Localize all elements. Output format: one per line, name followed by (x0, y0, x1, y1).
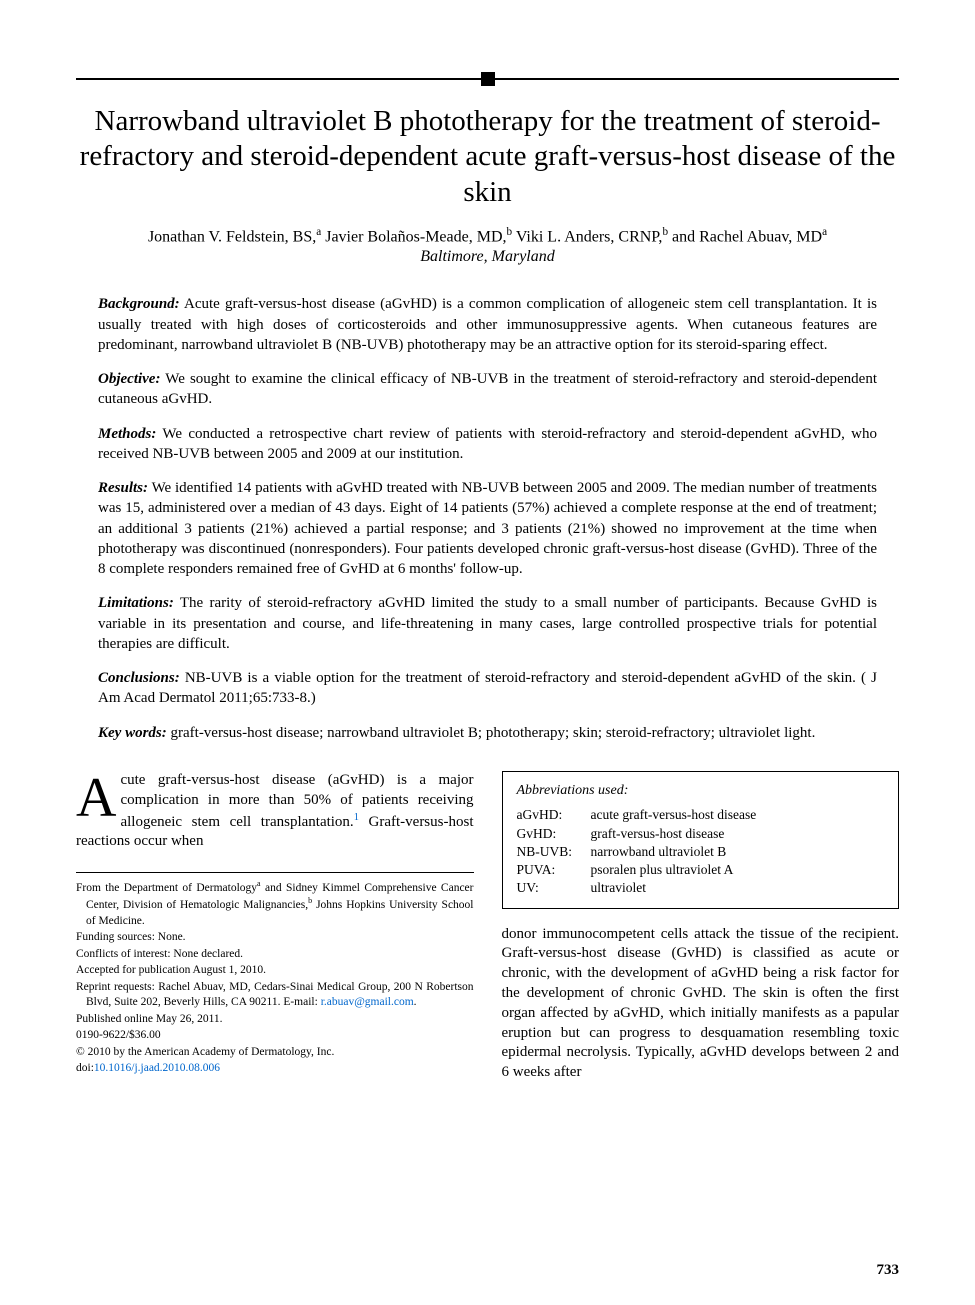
column-left: Acute graft-versus-host disease (aGvHD) … (76, 771, 474, 1083)
footnote-issn: 0190-9622/$36.00 (76, 1028, 474, 1044)
abstract-text: Acute graft-versus-host disease (aGvHD) … (98, 296, 877, 353)
abbreviation-row: aGvHD:acute graft-versus-host disease (517, 806, 885, 824)
article-title: Narrowband ultraviolet B phototherapy fo… (76, 104, 899, 210)
abbreviations-list: aGvHD:acute graft-versus-host diseaseGvH… (517, 806, 885, 897)
abstract-block: Background: Acute graft-versus-host dise… (98, 294, 877, 743)
body-columns: Acute graft-versus-host disease (aGvHD) … (76, 771, 899, 1083)
abstract-conclusions: Conclusions: NB-UVB is a viable option f… (98, 668, 877, 709)
abbreviation-value: acute graft-versus-host disease (591, 806, 885, 824)
abbreviation-key: aGvHD: (517, 806, 591, 824)
abbreviation-row: GvHD:graft-versus-host disease (517, 825, 885, 843)
footnote-coi: Conflicts of interest: None declared. (76, 947, 474, 963)
body-paragraph: donor immunocompetent cells attack the t… (502, 925, 900, 1083)
keywords-text: graft-versus-host disease; narrowband ul… (167, 725, 816, 741)
abbreviation-row: NB-UVB:narrowband ultraviolet B (517, 843, 885, 861)
footnote-accepted: Accepted for publication August 1, 2010. (76, 963, 474, 979)
page-number: 733 (877, 1262, 900, 1279)
intro-text: cute graft-versus-host disease (aGvHD) i… (76, 772, 474, 849)
abbreviations-title: Abbreviations used: (517, 782, 885, 800)
ornament-rule-left (76, 78, 481, 80)
abstract-label: Limitations: (98, 595, 174, 611)
abbreviation-key: PUVA: (517, 861, 591, 879)
abstract-text: The rarity of steroid-refractory aGvHD l… (98, 595, 877, 652)
abstract-label: Background: (98, 296, 180, 312)
abstract-methods: Methods: We conducted a retrospective ch… (98, 424, 877, 465)
footnote-reprint: Reprint requests: Rachel Abuav, MD, Ceda… (76, 980, 474, 1011)
doi-label: doi: (76, 1062, 94, 1074)
author-location: Baltimore, Maryland (76, 248, 899, 266)
abstract-background: Background: Acute graft-versus-host dise… (98, 294, 877, 355)
footnote-published-online: Published online May 26, 2011. (76, 1012, 474, 1028)
abbreviation-row: PUVA:psoralen plus ultraviolet A (517, 861, 885, 879)
footnote-copyright: © 2010 by the American Academy of Dermat… (76, 1045, 474, 1061)
abstract-results: Results: We identified 14 patients with … (98, 478, 877, 579)
abstract-text: We identified 14 patients with aGvHD tre… (98, 480, 877, 577)
reprint-email-link[interactable]: r.abuav@gmail.com (321, 996, 414, 1008)
abbreviation-key: UV: (517, 879, 591, 897)
footnote-funding: Funding sources: None. (76, 930, 474, 946)
abbreviation-value: psoralen plus ultraviolet A (591, 861, 885, 879)
dropcap-letter: A (76, 771, 120, 823)
title-ornament (76, 72, 899, 86)
abstract-label: Methods: (98, 426, 156, 442)
author-line: Jonathan V. Feldstein, BS,a Javier Bolañ… (76, 226, 899, 246)
abstract-text: NB-UVB is a viable option for the treatm… (98, 670, 877, 706)
abstract-label: Results: (98, 480, 148, 496)
footnote-affiliation: From the Department of Dermatologya and … (76, 879, 474, 929)
keywords-label: Key words: (98, 725, 167, 741)
abbreviation-value: graft-versus-host disease (591, 825, 885, 843)
column-right: Abbreviations used: aGvHD:acute graft-ve… (502, 771, 900, 1083)
abbreviations-box: Abbreviations used: aGvHD:acute graft-ve… (502, 771, 900, 909)
abbreviation-value: ultraviolet (591, 879, 885, 897)
abstract-objective: Objective: We sought to examine the clin… (98, 369, 877, 410)
ornament-square-icon (481, 72, 495, 86)
abstract-label: Conclusions: (98, 670, 180, 686)
abstract-keywords: Key words: graft-versus-host disease; na… (98, 723, 877, 743)
abstract-label: Objective: (98, 371, 160, 387)
abbreviation-row: UV:ultraviolet (517, 879, 885, 897)
footnote-block: From the Department of Dermatologya and … (76, 872, 474, 1077)
reprint-post: . (414, 996, 417, 1008)
abstract-text: We conducted a retrospective chart revie… (98, 426, 877, 462)
abbreviation-key: NB-UVB: (517, 843, 591, 861)
abstract-text: We sought to examine the clinical effica… (98, 371, 877, 407)
abbreviation-key: GvHD: (517, 825, 591, 843)
abbreviation-value: narrowband ultraviolet B (591, 843, 885, 861)
intro-paragraph: Acute graft-versus-host disease (aGvHD) … (76, 771, 474, 852)
footnote-doi: doi:10.1016/j.jaad.2010.08.006 (76, 1061, 474, 1077)
doi-link[interactable]: 10.1016/j.jaad.2010.08.006 (94, 1062, 220, 1074)
abstract-limitations: Limitations: The rarity of steroid-refra… (98, 593, 877, 654)
ornament-rule-right (495, 78, 900, 80)
